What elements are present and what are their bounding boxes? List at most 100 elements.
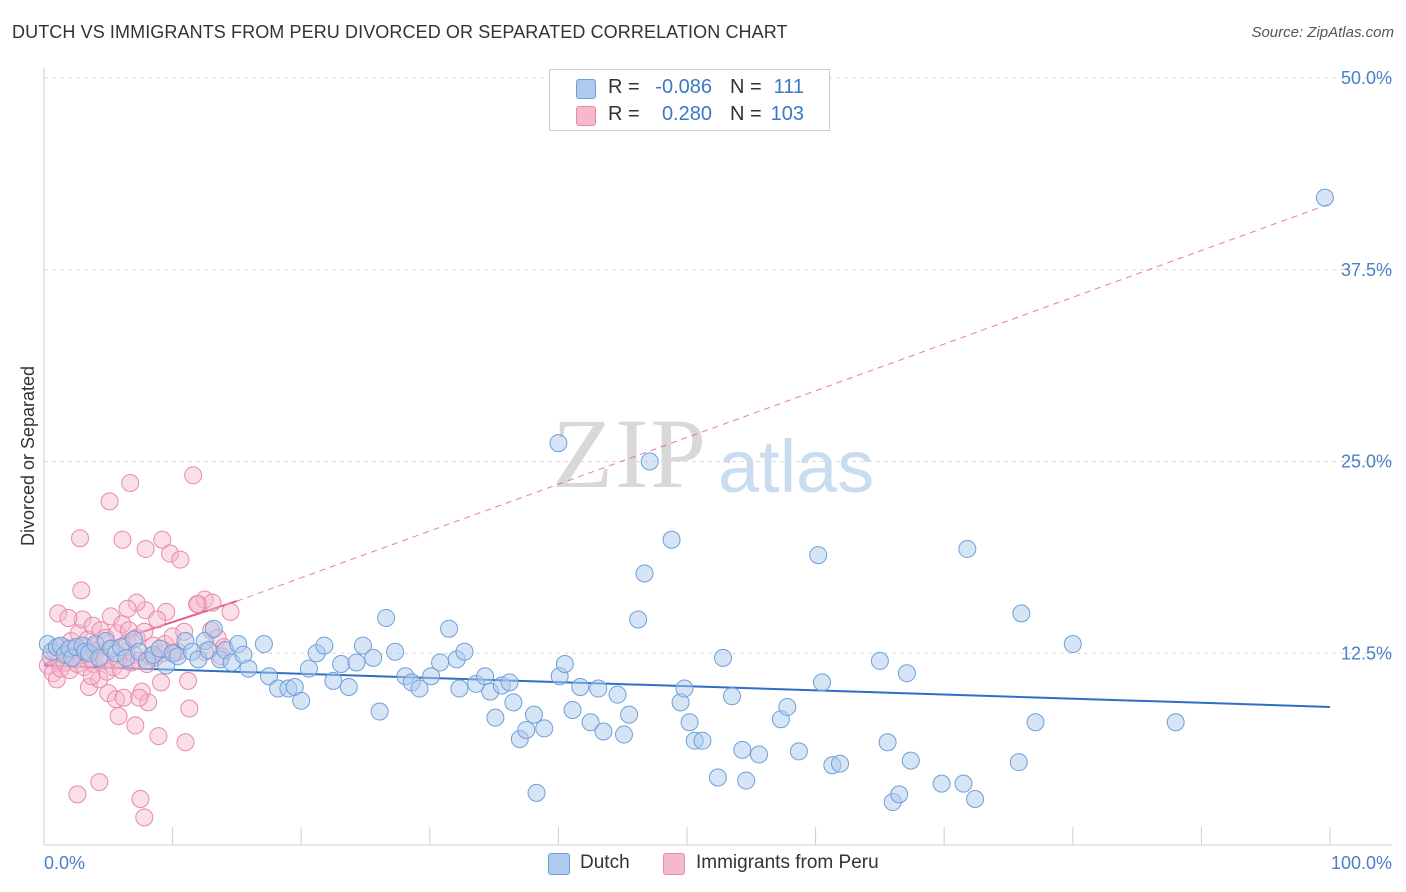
dutch-point (831, 754, 850, 773)
peru-point (157, 602, 176, 621)
dutch-point (364, 648, 383, 667)
dutch-point (640, 452, 659, 471)
peru-point (130, 688, 149, 707)
peru-point (149, 727, 168, 746)
y-tick-label: 25.0% (1341, 452, 1392, 472)
dutch-point (486, 708, 505, 727)
gridlines (44, 77, 1392, 654)
peru-point (49, 604, 68, 623)
legend: R = -0.086 N = 111 R = 0.280 N = 103 (549, 69, 830, 131)
dutch-point (315, 636, 334, 655)
dutch-point (589, 679, 608, 698)
dutch-point (966, 789, 985, 808)
dutch-point (680, 713, 699, 732)
dutch-point (594, 722, 613, 741)
dutch-point (339, 677, 358, 696)
peru-point (109, 707, 128, 726)
bottom-legend-swatch-dutch (548, 853, 570, 875)
peru-point (72, 581, 91, 600)
peru-point (135, 808, 154, 827)
dutch-point (635, 564, 654, 583)
peru-point (221, 602, 240, 621)
source-label: Source: ZipAtlas.com (1251, 24, 1394, 41)
dutch-point (954, 774, 973, 793)
dutch-point (299, 659, 318, 678)
dutch-point (431, 653, 450, 672)
legend-row-peru: R = 0.280 N = 103 (550, 101, 829, 127)
dutch-point (789, 742, 808, 761)
dutch-point (549, 434, 568, 453)
peru-point (152, 673, 171, 692)
peru-point (176, 733, 195, 752)
peru-point (59, 608, 78, 627)
dutch-point (1166, 713, 1185, 732)
peru-point (161, 544, 180, 563)
dutch-point (897, 664, 916, 683)
legend-n-value: 103 (770, 103, 804, 125)
dutch-points (38, 188, 1334, 812)
peru-point (113, 530, 132, 549)
dutch-point (332, 654, 351, 673)
peru-point (68, 785, 87, 804)
dutch-point (675, 679, 694, 698)
peru-point (121, 473, 140, 492)
dutch-point (737, 771, 756, 790)
peru-point (131, 789, 150, 808)
y-tick-label: 37.5% (1341, 260, 1392, 280)
peru-point (139, 693, 158, 712)
x-tick-label: 0.0% (44, 853, 85, 873)
bottom-legend-label-dutch: Dutch (580, 852, 630, 873)
dutch-point (476, 667, 495, 686)
dutch-point (524, 705, 543, 724)
dutch-point (1009, 753, 1028, 772)
peru-point (179, 671, 198, 690)
peru-point (136, 539, 155, 558)
peru-point (153, 530, 172, 549)
dutch-point (870, 651, 889, 670)
dutch-point (1315, 188, 1334, 207)
watermark-zip: ZIP (552, 398, 708, 509)
peru-point (80, 677, 99, 696)
legend-row-dutch: R = -0.086 N = 111 (550, 74, 829, 100)
dutch-point (708, 768, 727, 787)
dutch-point (932, 774, 951, 793)
chart-title: DUTCH VS IMMIGRANTS FROM PERU DIVORCED O… (12, 22, 788, 42)
dutch-point (1063, 635, 1082, 654)
dutch-point (750, 745, 769, 764)
peru-point (188, 595, 207, 614)
axis-labels: 12.5% 25.0% 37.5% 50.0% 0.0% 100.0% Divorced o… (18, 68, 1392, 873)
dutch-point (1012, 604, 1031, 623)
y-axis-label: Divorced or Separated (18, 366, 38, 546)
dutch-point (714, 648, 733, 667)
bottom-legend-swatch-peru (663, 853, 685, 875)
legend-r-label: R = (608, 76, 640, 98)
dutch-point (450, 679, 469, 698)
dutch-point (620, 705, 639, 724)
legend-n-label: N = (730, 76, 762, 98)
dutch-point (571, 677, 590, 696)
dutch-point (422, 667, 441, 686)
legend-r-label: R = (608, 103, 640, 125)
dutch-point (958, 539, 977, 558)
dutch-point (239, 659, 258, 678)
dutch-point (614, 725, 633, 744)
peru-point (118, 599, 137, 618)
x-tick-label: 100.0% (1331, 853, 1392, 873)
dutch-point (581, 713, 600, 732)
peru-point (71, 529, 90, 548)
dutch-point (370, 702, 389, 721)
dutch-point (555, 654, 574, 673)
dutch-point (778, 697, 797, 716)
legend-r-value: 0.280 (661, 103, 712, 125)
dutch-point (901, 751, 920, 770)
dutch-point (254, 635, 273, 654)
peru-point (180, 699, 199, 718)
dutch-point (608, 685, 627, 704)
dutch-point (878, 733, 897, 752)
peru-point (82, 667, 101, 686)
peru-point (100, 492, 119, 511)
peru-point (184, 466, 203, 485)
peru-trend-extension (236, 203, 1331, 602)
axes (43, 68, 1392, 846)
